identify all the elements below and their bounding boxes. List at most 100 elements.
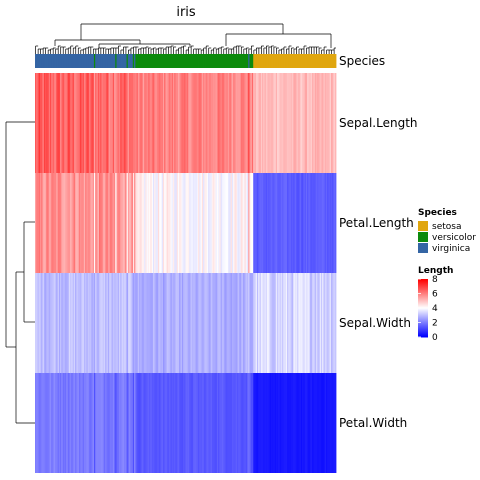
heatmap-cell (97, 73, 100, 173)
heatmap-cell (51, 173, 53, 273)
scale-step (418, 292, 428, 294)
heatmap-cell (211, 73, 214, 173)
annotation-cell (85, 54, 87, 68)
annotation-cell (50, 54, 52, 68)
heatmap-cell (42, 273, 45, 373)
heatmap-cell (292, 373, 294, 473)
heatmap-cell (324, 73, 327, 173)
heatmap-cell (228, 173, 230, 273)
heatmap-cell (224, 273, 227, 373)
heatmap-cell (303, 73, 306, 173)
scale-step (418, 291, 428, 293)
heatmap-cell (42, 73, 45, 173)
annotation-cell (287, 54, 289, 68)
heatmap-cell (265, 273, 268, 373)
heatmap-cell (52, 73, 55, 173)
heatmap-cell (248, 73, 250, 173)
heatmap-cell (263, 73, 265, 173)
heatmap-cell (137, 173, 140, 273)
heatmap-cell (80, 73, 82, 173)
heatmap-cell (238, 73, 240, 173)
heatmap-cell (124, 173, 126, 273)
heatmap-cell (315, 273, 318, 373)
annotation-cell (65, 54, 67, 68)
heatmap-cell (102, 273, 105, 373)
heatmap-cell (169, 173, 171, 273)
heatmap-cell (162, 373, 165, 473)
heatmap-cell (319, 273, 322, 373)
heatmap-cell (243, 73, 245, 173)
heatmap-cell (105, 173, 107, 273)
heatmap-cell (231, 373, 234, 473)
heatmap-cell (194, 273, 196, 373)
annotation-cell (68, 54, 71, 68)
annotation-cell (194, 54, 196, 68)
heatmap-cell (176, 273, 179, 373)
heatmap-cell (80, 273, 82, 373)
heatmap-cell (332, 173, 334, 273)
heatmap-cell (295, 273, 298, 373)
heatmap-cell (255, 73, 258, 173)
heatmap-cell (72, 373, 75, 473)
heatmap-cell (264, 173, 267, 273)
heatmap-cell (280, 373, 283, 473)
heatmap-cell (96, 273, 99, 373)
heatmap-cell (233, 273, 235, 373)
heatmap-cell (229, 73, 232, 173)
heatmap-cell (111, 173, 114, 273)
heatmap-cell (166, 73, 169, 173)
heatmap-cell (137, 373, 140, 473)
heatmap-cell (136, 173, 139, 273)
annotation-cell (230, 54, 233, 68)
heatmap-cell (96, 173, 99, 273)
heatmap-cell (95, 173, 97, 273)
heatmap-cell (37, 73, 40, 173)
heatmap-cell (66, 73, 68, 173)
annotation-cell (53, 54, 56, 68)
heatmap-cell (230, 273, 233, 373)
heatmap-cell (312, 73, 314, 173)
heatmap-cell (298, 173, 301, 273)
heatmap-cell (48, 273, 51, 373)
heatmap-cell (155, 373, 158, 473)
heatmap-cell (269, 173, 272, 273)
heatmap-cell (107, 373, 110, 473)
heatmap-cell (283, 373, 285, 473)
scale-step (418, 324, 428, 326)
legend-title: Species (418, 208, 457, 218)
scale-step (418, 332, 428, 334)
annotation-cell (55, 54, 57, 68)
heatmap-cell (299, 373, 302, 473)
heatmap-cell (305, 173, 308, 273)
heatmap-cell (329, 373, 332, 473)
heatmap-cell (75, 173, 77, 273)
heatmap-cell (259, 173, 262, 273)
heatmap-cell (119, 373, 121, 473)
heatmap-cell (97, 373, 100, 473)
heatmap-cell (328, 73, 331, 173)
heatmap-cell (38, 373, 41, 473)
heatmap-cell (179, 273, 181, 373)
heatmap-cell (174, 273, 176, 373)
heatmap-cell (45, 273, 47, 373)
scale-step (418, 319, 428, 321)
heatmap-cell (36, 273, 38, 373)
heatmap-cell (304, 373, 307, 473)
heatmap-cell (214, 173, 216, 273)
heatmap-cell (292, 173, 294, 273)
heatmap-cell (285, 73, 288, 173)
heatmap-cell (110, 173, 112, 273)
scale-step (418, 334, 428, 336)
annotation-cell (63, 54, 66, 68)
heatmap-cell (188, 273, 190, 373)
heatmap-cell (140, 273, 142, 373)
heatmap-cell (328, 273, 331, 373)
heatmap-cell (139, 73, 141, 173)
heatmap-cell (308, 273, 311, 373)
annotation-cell (320, 54, 323, 68)
heatmap-cell (175, 73, 178, 173)
heatmap-cell (71, 273, 74, 373)
heatmap-cell (186, 373, 189, 473)
annotation-cell (285, 54, 288, 68)
